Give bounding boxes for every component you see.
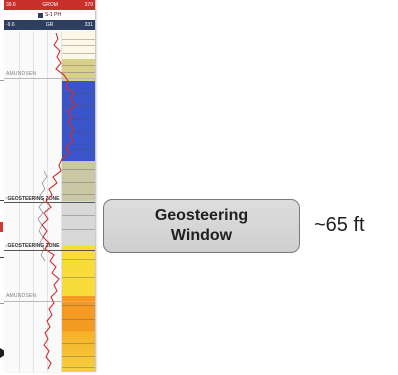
well-name: S-1 PH bbox=[44, 12, 62, 18]
log-header-blue-row: -9.6 GR 331 bbox=[4, 20, 95, 30]
header-red-center: GROM bbox=[42, 2, 58, 8]
lithology-fill-yellow bbox=[62, 246, 95, 296]
geosteering-zone-bottom-line bbox=[4, 250, 95, 251]
header-blue-right: 331 bbox=[84, 22, 93, 28]
grid-line bbox=[47, 31, 48, 372]
formation-marker-label: AMUNDSEN bbox=[6, 71, 37, 77]
edge-red-mark bbox=[0, 222, 3, 232]
lithology-fill-olive bbox=[62, 161, 95, 201]
well-log-panel: 39.6 GROM 370 S-1 PH -9.6 GR 331 bbox=[4, 0, 96, 372]
log-header-well-row: S-1 PH bbox=[4, 10, 95, 20]
grid-line bbox=[19, 31, 20, 372]
window-thickness-label: ~65 ft bbox=[314, 214, 365, 236]
header-red-left: 39.6 bbox=[6, 2, 16, 8]
header-blue-center: GR bbox=[45, 22, 54, 28]
geosteering-zone-top-label: ↑GEOSTEERING ZONE bbox=[5, 196, 60, 202]
formation-marker-label: AMUNDSEN bbox=[6, 293, 37, 299]
log-track: AMUNDSEN AMUNDSEN ↑GEOSTEERING ZONE ↓GEO… bbox=[4, 31, 95, 372]
callout-text: Geosteering Window bbox=[154, 207, 249, 244]
grid-line bbox=[33, 31, 34, 372]
gamma-ray-curve bbox=[37, 32, 77, 370]
geosteering-zone-bottom-label: ↓GEOSTEERING ZONE bbox=[5, 243, 60, 249]
lithology-fill-grey bbox=[62, 201, 95, 246]
geosteering-window-callout: Geosteering Window bbox=[103, 199, 300, 253]
formation-marker-line bbox=[4, 301, 95, 302]
well-icon bbox=[37, 12, 43, 18]
lithology-fill-gold bbox=[62, 331, 95, 372]
log-header-red-row: 39.6 GROM 370 bbox=[4, 0, 95, 10]
lithology-fill-blue bbox=[62, 81, 95, 161]
header-red-right: 370 bbox=[84, 2, 93, 8]
geosteering-zone-top-line bbox=[4, 202, 95, 203]
grid-line bbox=[61, 31, 62, 372]
header-blue-left: -9.6 bbox=[6, 22, 15, 28]
formation-marker-line bbox=[4, 78, 95, 79]
lithology-fill-khaki bbox=[62, 59, 95, 81]
